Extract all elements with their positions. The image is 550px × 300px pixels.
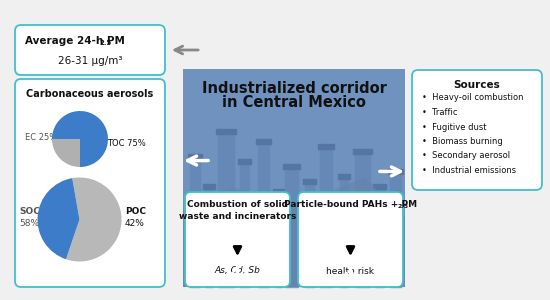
Bar <box>238 159 251 164</box>
Bar <box>256 139 271 144</box>
Bar <box>183 69 405 287</box>
Bar <box>216 129 236 134</box>
Bar <box>203 184 215 189</box>
Bar <box>373 184 386 189</box>
Bar <box>303 179 316 184</box>
Bar <box>320 147 332 287</box>
Bar <box>188 154 202 159</box>
FancyBboxPatch shape <box>185 192 290 287</box>
Bar <box>285 167 298 287</box>
Bar <box>183 69 405 287</box>
Bar <box>258 142 269 287</box>
Text: 58%: 58% <box>19 218 39 227</box>
Bar <box>218 132 234 287</box>
Bar <box>340 177 348 287</box>
Text: •  Traffic: • Traffic <box>422 108 458 117</box>
FancyBboxPatch shape <box>412 70 542 190</box>
Text: •  Secondary aerosol: • Secondary aerosol <box>422 152 510 160</box>
Bar <box>338 174 350 179</box>
Bar <box>355 152 370 287</box>
Text: Combustion of solid
waste and incinerators: Combustion of solid waste and incinerato… <box>179 200 296 221</box>
Bar <box>305 182 314 287</box>
Bar <box>205 187 213 287</box>
Text: 2.5: 2.5 <box>398 204 409 209</box>
Text: Average 24-h PM: Average 24-h PM <box>25 36 125 46</box>
Text: 42%: 42% <box>125 218 145 227</box>
Wedge shape <box>52 139 80 167</box>
Wedge shape <box>66 178 122 262</box>
Text: Sources: Sources <box>454 80 501 90</box>
Text: health risk: health risk <box>327 266 375 275</box>
Text: •  Biomass burning: • Biomass burning <box>422 137 503 146</box>
Text: SOC: SOC <box>19 208 40 217</box>
Text: 2.5: 2.5 <box>99 40 111 46</box>
Text: •  Industrial emissions: • Industrial emissions <box>422 166 516 175</box>
Bar <box>283 164 300 169</box>
Bar <box>375 187 384 287</box>
Bar <box>190 157 200 287</box>
Text: As, Cd, Sb: As, Cd, Sb <box>214 266 261 275</box>
Bar <box>353 149 372 154</box>
FancyBboxPatch shape <box>15 25 165 75</box>
Bar <box>318 144 334 149</box>
Wedge shape <box>37 178 80 259</box>
Text: Particle-bound PAHs + PM: Particle-bound PAHs + PM <box>284 200 417 209</box>
Text: TOC 75%: TOC 75% <box>107 140 146 148</box>
Text: 26-31 μg/m³: 26-31 μg/m³ <box>58 56 122 66</box>
Bar <box>273 189 284 194</box>
Text: Carbonaceous aerosols: Carbonaceous aerosols <box>26 89 153 99</box>
Text: •  Heavy-oil combustion: • Heavy-oil combustion <box>422 94 524 103</box>
Bar <box>275 192 282 287</box>
Bar <box>240 162 249 287</box>
Text: Industrialized corridor: Industrialized corridor <box>201 81 387 96</box>
Bar <box>388 169 403 174</box>
Text: POC: POC <box>125 208 146 217</box>
Bar <box>390 172 401 287</box>
Text: •  Fugitive dust: • Fugitive dust <box>422 122 487 131</box>
Polygon shape <box>183 177 405 287</box>
FancyBboxPatch shape <box>15 79 165 287</box>
Text: in Central Mexico: in Central Mexico <box>222 95 366 110</box>
Wedge shape <box>52 111 108 167</box>
Text: EC 25%: EC 25% <box>25 133 57 142</box>
FancyBboxPatch shape <box>298 192 403 287</box>
